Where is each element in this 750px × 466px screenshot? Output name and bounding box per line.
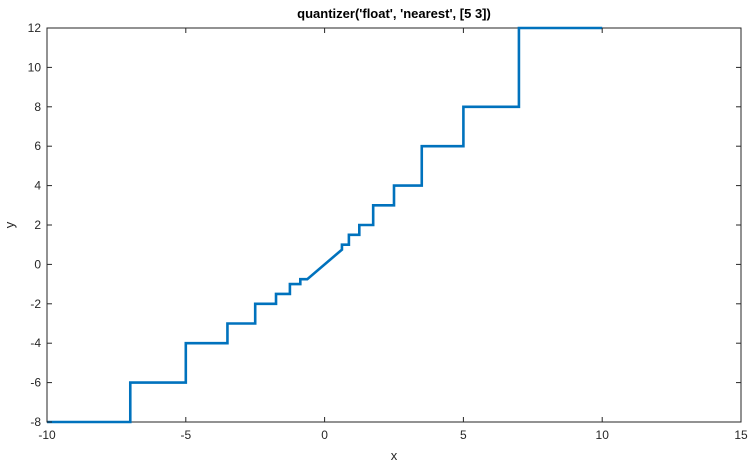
y-axis: -8 -6 -4 -2 0 2 4 6 8 10 12 xyxy=(28,21,741,429)
y-tick-label: 10 xyxy=(28,60,42,74)
y-tick-label: -2 xyxy=(30,297,41,311)
y-tick-label: -6 xyxy=(30,376,41,390)
plot-background xyxy=(46,27,742,423)
y-tick-label: -4 xyxy=(30,336,41,350)
x-tick-label: 15 xyxy=(734,428,748,442)
y-tick-label: 0 xyxy=(34,257,41,271)
chart-title: quantizer('float', 'nearest', [5 3]) xyxy=(297,6,491,21)
y-tick-label: 8 xyxy=(34,100,41,114)
series-line xyxy=(47,26,603,424)
x-tick-label: 0 xyxy=(321,428,328,442)
y-tick-label: 2 xyxy=(34,218,41,232)
x-tick-label: -5 xyxy=(180,428,191,442)
x-tick-label: -10 xyxy=(38,428,56,442)
x-axis: -10 -5 0 5 10 15 xyxy=(38,28,748,442)
series-layer xyxy=(47,26,603,424)
x-tick-label: 10 xyxy=(596,428,610,442)
y-tick-label: 4 xyxy=(34,179,41,193)
y-tick-label: 12 xyxy=(28,21,42,35)
y-tick-label: -8 xyxy=(30,415,41,429)
y-axis-label: y xyxy=(2,221,17,228)
y-tick-label: 6 xyxy=(34,139,41,153)
plot-area xyxy=(46,27,742,423)
x-axis-label: x xyxy=(391,448,398,463)
x-tick-label: 5 xyxy=(460,428,467,442)
